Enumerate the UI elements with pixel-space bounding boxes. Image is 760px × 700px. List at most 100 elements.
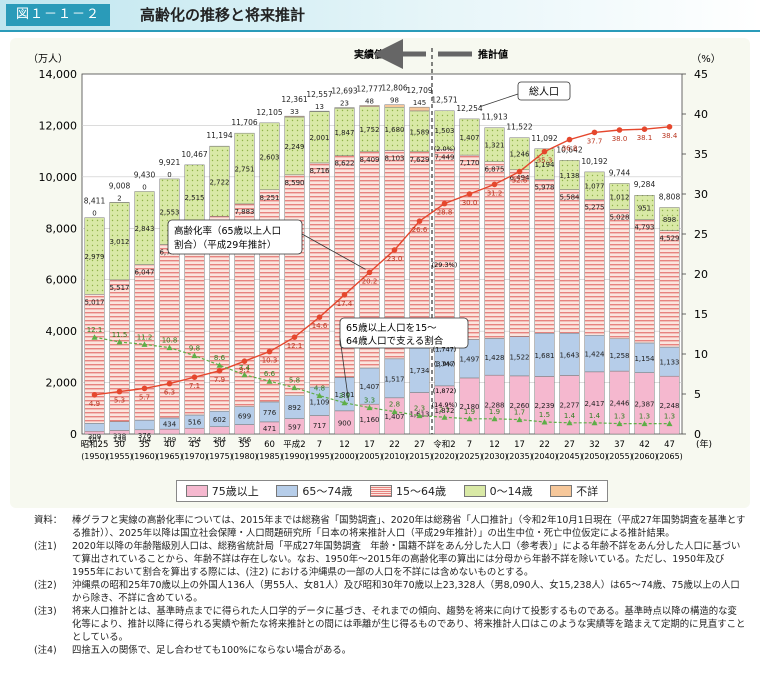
- aging-rate-label: 4.9: [89, 400, 100, 408]
- bar-15to64: [659, 230, 680, 348]
- legend-15to64: 15～64歳: [369, 483, 446, 499]
- segment-value-label: 2,248: [659, 402, 679, 410]
- segment-value-label: 1,138: [559, 172, 579, 180]
- y-right-tick-label: 10: [694, 348, 708, 361]
- legend-label-75plus: 75歳以上: [211, 485, 259, 498]
- segment-value-label: 284: [213, 436, 227, 444]
- segment-value-label: 139: [113, 436, 126, 444]
- segment-value-label: 1,517: [384, 375, 404, 383]
- x-tick-year: (2000): [331, 452, 358, 461]
- x-tick-era: 7: [317, 440, 322, 450]
- note-text: 沖縄県の昭和25年70歳以上の外国人136人（男55人、女81人）及び昭和30年…: [72, 580, 740, 604]
- support-ratio-label: 1.7: [514, 409, 525, 417]
- aging-rate-label: 28.8: [437, 209, 453, 217]
- aging-rate-point: [241, 358, 248, 365]
- total-value-label: 8,411: [84, 197, 106, 206]
- segment-value-label: 1,752: [359, 126, 379, 134]
- segment-value-label: 224: [188, 436, 202, 444]
- segment-value-label: 189: [163, 436, 176, 444]
- x-tick-year: (2055): [606, 452, 633, 461]
- bar-75plus: [159, 428, 180, 435]
- bar-75plus: [209, 426, 230, 435]
- aging-rate-label: 5.3: [114, 397, 125, 405]
- segment-value-label: 1,133: [659, 359, 679, 367]
- total-value-label: 8,808: [659, 193, 681, 202]
- bar-75plus: [184, 427, 205, 435]
- bar-0to14: [234, 132, 255, 205]
- note-4: (注4) 四捨五入の関係で、足し合わせても100%にならない場合がある。: [34, 644, 746, 657]
- segment-value-label: 107: [88, 436, 101, 444]
- segment-value-label: 1,747: [434, 360, 454, 368]
- segment-value-label: 7,629: [409, 156, 429, 164]
- x-tick-era: 47: [664, 440, 675, 450]
- bar-65to74: [134, 419, 155, 431]
- aging-rate-point: [616, 127, 623, 133]
- bar-0to14: [84, 217, 105, 295]
- segment-value-label: 1,497: [459, 356, 479, 364]
- segment-value-label: 2,603: [259, 153, 279, 161]
- legend-unknown: 不詳: [550, 483, 598, 499]
- support-ratio-label: 4.8: [314, 385, 325, 393]
- x-tick-year: (2050): [581, 452, 608, 461]
- segment-value-label: 2,751: [234, 166, 254, 174]
- segment-value-label: 0: [167, 171, 171, 179]
- x-tick-era: 12: [489, 440, 500, 450]
- support-ratio-point: [366, 404, 373, 411]
- support-ratio-point: [141, 341, 148, 347]
- aging-rate-point: [466, 191, 473, 197]
- support-ratio-label: 8.6: [214, 354, 226, 362]
- aging-rate-label: 30.0: [462, 199, 478, 207]
- segment-value-label: 1,643: [559, 351, 579, 359]
- support-ratio-point: [666, 420, 673, 427]
- support-ratio-point: [191, 352, 198, 359]
- x-tick-era: 22: [389, 440, 400, 450]
- support-ratio-point: [441, 414, 448, 420]
- segment-value-label: 1,194: [534, 161, 555, 169]
- aging-rate-point: [541, 148, 548, 155]
- legend-label-0to14: 0～14歳: [489, 485, 533, 498]
- x-tick-year: (1970): [181, 452, 208, 461]
- figure-number: 図１－１－２: [6, 4, 111, 26]
- bar-0to14: [584, 171, 605, 200]
- bar-0to14: [434, 110, 455, 150]
- aging-rate-point: [341, 292, 348, 298]
- bar-unknown: [284, 115, 305, 118]
- x-tick-era: 35: [139, 440, 150, 450]
- x-tick-era: 42: [639, 440, 650, 450]
- bar-15to64: [434, 149, 455, 342]
- segment-value-label: 1,407: [459, 134, 479, 142]
- support-ratio-label: 9.8: [189, 345, 200, 353]
- segment-value-label: 2,249: [284, 143, 304, 151]
- segment-value-label: 1,589: [409, 128, 429, 136]
- segment-value-label: 602: [213, 416, 226, 424]
- aging-rate-label: 31.2: [487, 189, 503, 197]
- segment-value-label: 338: [113, 432, 126, 440]
- aging-rate-label: 38.4: [662, 132, 678, 140]
- support-ratio-point: [266, 378, 273, 384]
- note-source: 資料： 棒グラフと実線の高齢化率については、2015年までは総務省「国勢調査」、…: [34, 514, 746, 540]
- segment-value-label: 6,494: [509, 174, 530, 182]
- segment-value-label: 366: [238, 436, 252, 444]
- aging-rate-point: [191, 374, 198, 381]
- bar-65to74: [109, 421, 130, 431]
- support-ratio-label: 3.9: [339, 392, 350, 400]
- y-right-tick-label: 30: [694, 188, 708, 201]
- y-left-tick-label: 4,000: [46, 325, 78, 338]
- bar-15to64: [284, 174, 305, 396]
- y-right-tick-label: 35: [694, 148, 708, 161]
- total-value-label: 10,192: [581, 157, 607, 166]
- segment-value-label: 4,793: [634, 224, 654, 232]
- segment-value-label: 2,553: [159, 209, 179, 217]
- note-2020: (1,747): [433, 346, 457, 354]
- segment-value-label: 2,387: [634, 400, 654, 408]
- aging-rate-point: [91, 392, 98, 398]
- support-ratio-point: [591, 419, 598, 426]
- support-ratio-label: 1.3: [614, 413, 625, 421]
- aging-rate-point: [141, 385, 148, 392]
- support-ratio-point: [516, 416, 523, 423]
- aging-rate-label: 7.1: [189, 382, 200, 390]
- aging-rate-point: [416, 218, 423, 224]
- legend-65to74: 65～74歳: [276, 483, 352, 499]
- segment-value-label: 6,875: [484, 166, 504, 174]
- segment-value-label: 951: [638, 204, 651, 212]
